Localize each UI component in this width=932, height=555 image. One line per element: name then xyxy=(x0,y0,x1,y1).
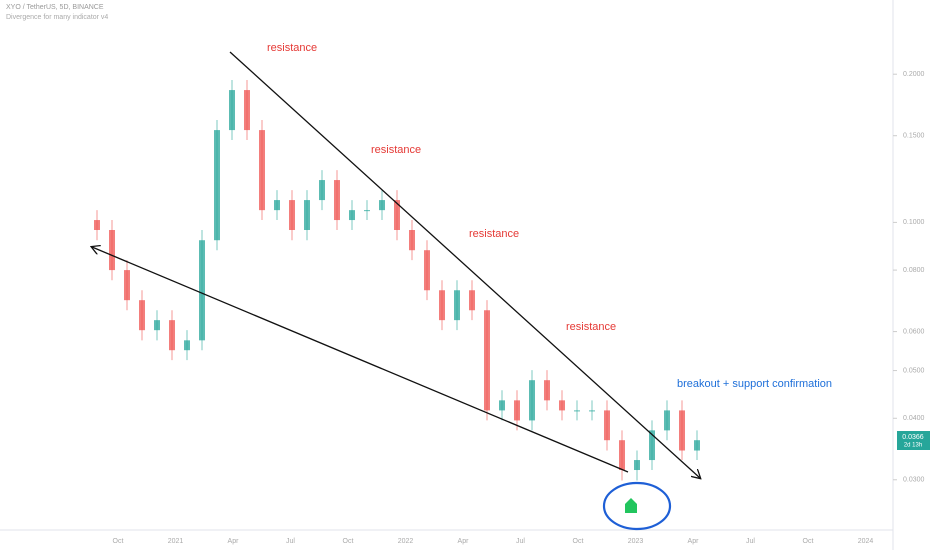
candle-body xyxy=(694,440,700,451)
x-tick-label: Apr xyxy=(458,538,470,545)
candle-body xyxy=(289,200,295,231)
chart-title: XYO / TetherUS, 5D, BINANCE xyxy=(6,4,104,11)
candle-body xyxy=(634,460,640,471)
candle-body xyxy=(379,200,385,211)
x-tick-label: 2024 xyxy=(858,538,874,545)
candle-body xyxy=(109,230,115,271)
y-tick-label: 0.0500 xyxy=(903,367,925,374)
annotation: resistance xyxy=(469,228,519,240)
candle-body xyxy=(454,290,460,321)
x-tick-label: Jul xyxy=(516,538,525,545)
candle-body xyxy=(424,250,430,291)
candle-body xyxy=(484,310,490,411)
candle-body xyxy=(649,430,655,461)
countdown: 2d 13h xyxy=(904,443,922,449)
x-tick-label: 2021 xyxy=(168,538,184,545)
candle-body xyxy=(214,130,220,241)
candle-body xyxy=(304,200,310,231)
candle-body xyxy=(544,380,550,401)
candle-body xyxy=(574,410,580,412)
candle-body xyxy=(334,180,340,221)
trendline xyxy=(229,51,700,478)
x-tick-label: Oct xyxy=(573,538,584,545)
annotation: breakout + support confirmation xyxy=(677,378,832,390)
candle-body xyxy=(244,90,250,131)
x-tick-label: Oct xyxy=(803,538,814,545)
candle-body xyxy=(529,380,535,421)
candle-body xyxy=(469,290,475,311)
candle-body xyxy=(229,90,235,131)
x-tick-label: Jul xyxy=(286,538,295,545)
candle-body xyxy=(94,220,100,231)
candle-body xyxy=(154,320,160,331)
x-tick-label: Oct xyxy=(113,538,124,545)
x-tick-label: Oct xyxy=(343,538,354,545)
y-tick-label: 0.1000 xyxy=(903,219,925,226)
candle-body xyxy=(514,400,520,421)
annotation: resistance xyxy=(267,42,317,54)
chart-subtitle: Divergence for many indicator v4 xyxy=(6,14,108,21)
trendline xyxy=(92,247,629,473)
candle-body xyxy=(664,410,670,431)
candle-body xyxy=(199,240,205,341)
candle-body xyxy=(394,200,400,231)
candle-body xyxy=(559,400,565,411)
last-price: 0.0366 xyxy=(902,434,924,441)
annotation: resistance xyxy=(371,144,421,156)
y-tick-label: 0.0400 xyxy=(903,415,925,422)
candles xyxy=(94,80,700,481)
price-label-box xyxy=(897,431,930,450)
y-tick-label: 0.2000 xyxy=(903,71,925,78)
candle-body xyxy=(439,290,445,321)
candle-body xyxy=(679,410,685,451)
y-tick-label: 0.0300 xyxy=(903,477,925,484)
y-tick-label: 0.0800 xyxy=(903,267,925,274)
x-tick-label: 2022 xyxy=(398,538,414,545)
candle-body xyxy=(349,210,355,221)
annotation: resistance xyxy=(566,321,616,333)
candle-body xyxy=(364,210,370,212)
candle-body xyxy=(139,300,145,331)
candle-body xyxy=(124,270,130,301)
candle-body xyxy=(604,410,610,441)
candle-body xyxy=(409,230,415,251)
candle-body xyxy=(589,410,595,412)
y-tick-label: 0.1500 xyxy=(903,133,925,140)
candle-body xyxy=(499,400,505,411)
candle-body xyxy=(319,180,325,201)
x-tick-label: 2023 xyxy=(628,538,644,545)
candle-body xyxy=(184,340,190,351)
highlight-circle xyxy=(602,481,672,531)
candle-body xyxy=(619,440,625,471)
icon xyxy=(625,498,637,513)
x-tick-label: Apr xyxy=(228,538,240,545)
candle-body xyxy=(274,200,280,211)
y-tick-label: 0.0600 xyxy=(903,328,925,335)
candle-body xyxy=(169,320,175,351)
candle-body xyxy=(259,130,265,211)
x-tick-label: Jul xyxy=(746,538,755,545)
x-tick-label: Apr xyxy=(688,538,700,545)
